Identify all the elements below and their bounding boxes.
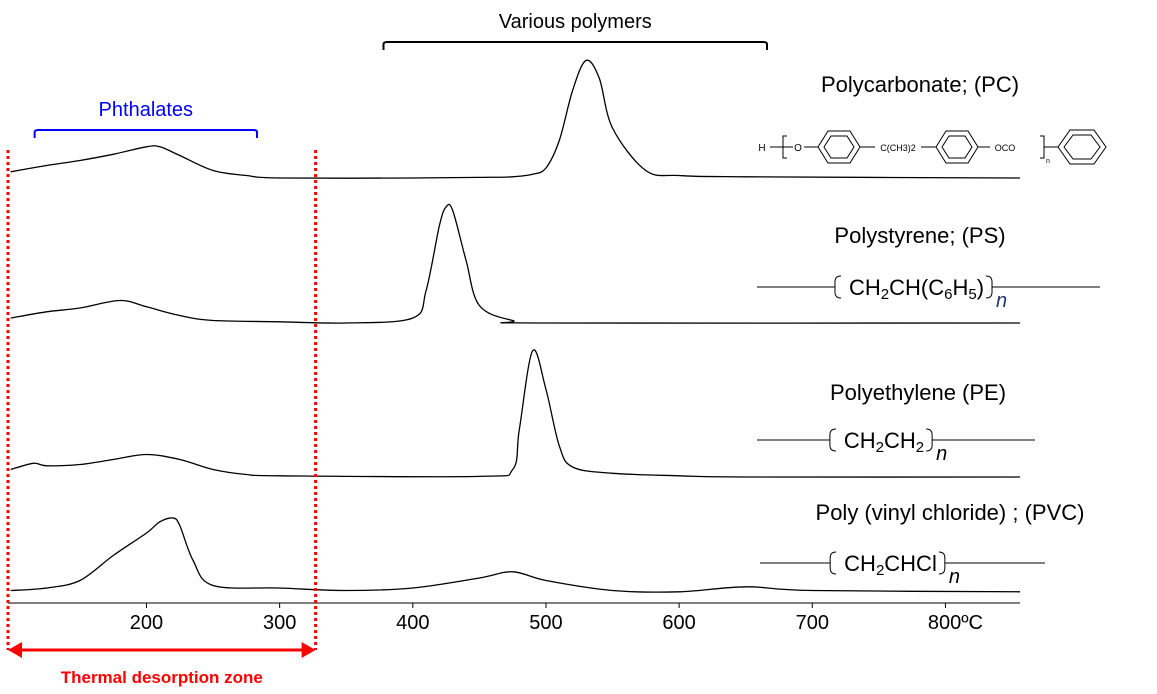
formula-text: CH2CH(C6H5): [849, 275, 984, 303]
formula: CH2CH2 n: [757, 428, 1035, 465]
group: C(CH3)2: [880, 143, 916, 153]
x-tick-label: 700: [796, 612, 829, 634]
x-tick-label: 200: [130, 612, 163, 634]
subscript: 6: [944, 286, 952, 303]
atom: O: [794, 143, 802, 154]
x-tick-label: 800ºC: [928, 612, 983, 634]
repeat-unit: n: [996, 290, 1007, 312]
formula-text: CH2CHCl: [844, 551, 937, 579]
legend-label: Polyethylene (PE): [830, 380, 1006, 405]
pc-structure-text: H O C(CH3)2 OCO n: [758, 143, 1050, 165]
group: OCO: [995, 143, 1016, 153]
legend-label: Polystyrene; (PS): [834, 223, 1005, 248]
repeat-unit: n: [949, 566, 960, 588]
formula-part: CH: [844, 428, 876, 453]
arrow-head: [301, 642, 316, 658]
x-tick-label: 300: [263, 612, 296, 634]
bracket: [828, 551, 837, 575]
formula-part: CH: [884, 428, 916, 453]
formula-text: CH2CH2: [844, 428, 924, 456]
subscript: 2: [916, 439, 924, 456]
bracket: [926, 428, 933, 452]
formula-part: CH: [844, 551, 876, 576]
trace: [10, 203, 1021, 324]
atom: H: [758, 143, 765, 154]
x-tick-label: 400: [396, 612, 429, 634]
legend-label: Poly (vinyl chloride) ; (PVC): [816, 500, 1085, 525]
annotation-label: Various polymers: [499, 11, 652, 33]
pc-structure: [770, 129, 1107, 165]
bracket: [938, 551, 946, 575]
formula-part: CH(C: [889, 275, 944, 300]
trace: [10, 59, 1021, 179]
bracket: [985, 275, 993, 299]
formula-part: CHCl: [884, 551, 937, 576]
annotation-bracket: [382, 41, 768, 50]
formula-part: ): [977, 275, 984, 300]
subscript: 5: [968, 286, 976, 303]
bracket: [827, 428, 836, 452]
zone-label: Thermal desorption zone: [61, 668, 263, 687]
legend-label: Polycarbonate; (PC): [821, 72, 1019, 97]
formula: CH2CH(C6H5) n: [757, 275, 1100, 312]
x-tick-label: 600: [662, 612, 695, 634]
repeat-unit: n: [936, 443, 947, 465]
formula-part: CH: [849, 275, 881, 300]
subscript: 2: [876, 439, 884, 456]
arrow-head: [8, 642, 22, 658]
annotation-bracket: [33, 129, 259, 138]
x-tick-label: 500: [529, 612, 562, 634]
trace: [10, 349, 1021, 478]
subscript: 2: [881, 286, 889, 303]
annotation-label: Phthalates: [99, 99, 194, 121]
formula-part: H: [952, 275, 968, 300]
trace: [10, 517, 1021, 593]
subscript: 2: [876, 562, 884, 579]
bracket: [832, 275, 842, 299]
repeat: n: [1046, 158, 1050, 165]
